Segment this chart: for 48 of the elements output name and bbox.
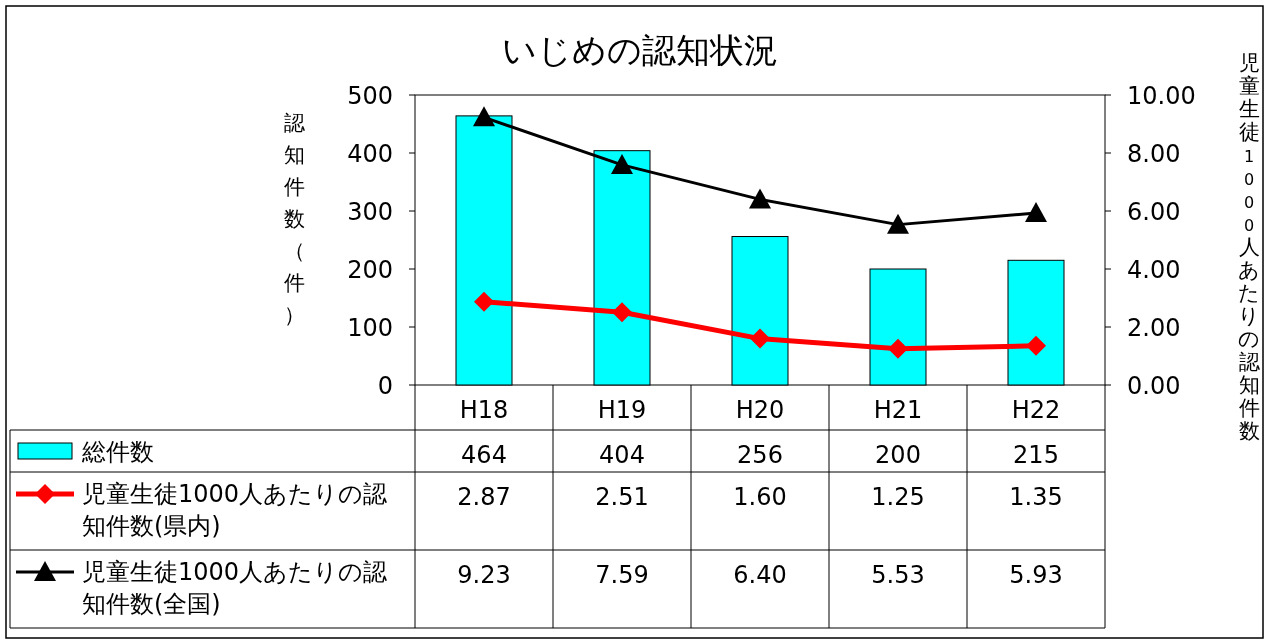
x-tick-label: H20 xyxy=(735,396,785,424)
data-label: 1.35 xyxy=(1009,483,1063,511)
y-tick-label: 100 xyxy=(347,314,393,342)
data-label: 7.59 xyxy=(595,561,649,589)
data-label: 464 xyxy=(461,441,507,469)
data-label: 1.60 xyxy=(733,483,787,511)
y-tick-label: 400 xyxy=(347,140,393,168)
data-label: 5.93 xyxy=(1009,561,1063,589)
legend-label: 児童生徒1000人あたりの認知件数(県内) xyxy=(82,480,388,540)
point xyxy=(1025,202,1047,223)
data-label: 256 xyxy=(737,441,783,469)
point xyxy=(888,338,908,359)
x-tick-label: H18 xyxy=(459,396,509,424)
y-tick-label: 500 xyxy=(347,82,393,110)
x-tick-label: H19 xyxy=(597,396,647,424)
data-label: 404 xyxy=(599,441,645,469)
point xyxy=(887,213,909,234)
chart-title: いじめの認知状況 xyxy=(502,30,778,70)
data-label: 2.51 xyxy=(595,483,649,511)
data-label: 2.87 xyxy=(457,483,511,511)
y2-tick-label: 8.00 xyxy=(1127,140,1181,168)
legend-label: 児童生徒1000人あたりの認知件数(全国) xyxy=(82,558,388,618)
y-axis-title: 認知件数（件） xyxy=(283,111,305,327)
legend-label: 総件数 xyxy=(81,438,154,466)
y-tick-label: 0 xyxy=(377,372,393,400)
point xyxy=(750,328,770,349)
y2-tick-label: 0.00 xyxy=(1127,372,1181,400)
data-label: 5.53 xyxy=(871,561,925,589)
data-label: 215 xyxy=(1013,441,1059,469)
x-tick-label: H22 xyxy=(1011,396,1061,424)
y2-tick-label: 10.00 xyxy=(1127,82,1196,110)
data-label: 1.25 xyxy=(871,483,925,511)
y2-tick-label: 2.00 xyxy=(1127,314,1181,342)
point xyxy=(611,153,633,174)
point xyxy=(749,188,771,209)
data-label: 9.23 xyxy=(457,561,511,589)
y-tick-label: 200 xyxy=(347,256,393,284)
y-tick-label: 300 xyxy=(347,198,393,226)
point xyxy=(612,302,632,323)
x-tick-label: H21 xyxy=(873,396,923,424)
point xyxy=(473,106,495,127)
data-label: 200 xyxy=(875,441,921,469)
data-label: 6.40 xyxy=(733,561,787,589)
point xyxy=(1026,335,1046,356)
point xyxy=(474,291,494,312)
text: 児童生徒1000人あたりの認知件数 xyxy=(1238,51,1260,443)
y2-tick-label: 4.00 xyxy=(1127,256,1181,284)
y2-tick-label: 6.00 xyxy=(1127,198,1181,226)
